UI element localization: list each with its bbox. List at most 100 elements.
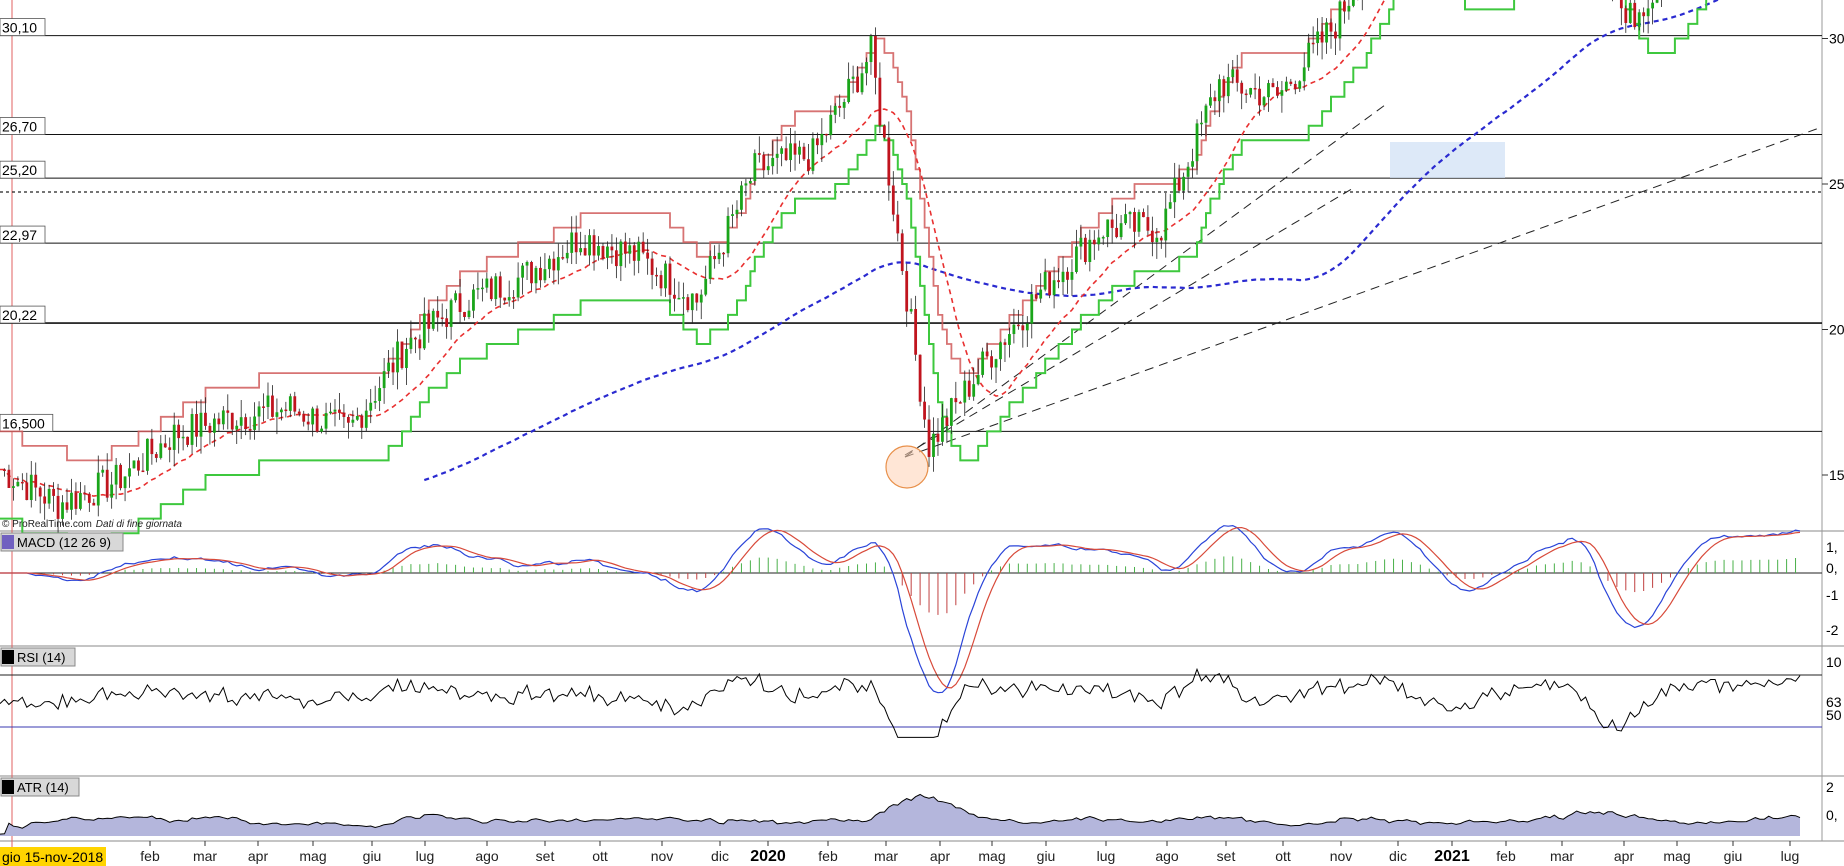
candle-body [641, 241, 645, 253]
candle-body [333, 409, 337, 412]
candle-body [329, 411, 332, 414]
price-candles [3, 0, 1662, 535]
candle-body [874, 35, 877, 78]
candle-body [1012, 324, 1016, 335]
candle-body [1057, 280, 1060, 283]
candle-body [29, 474, 33, 501]
candle-body [1240, 82, 1244, 94]
candle-body [673, 294, 676, 299]
candle-body [722, 252, 725, 255]
candle-body [869, 35, 873, 63]
x-axis-label: mag [978, 848, 1005, 864]
level-label-text: 25,20 [2, 162, 37, 178]
candle-body [454, 293, 457, 301]
candle-body [945, 417, 949, 426]
candle-body [695, 293, 699, 303]
candle-body [1209, 97, 1212, 106]
candle-body [1043, 271, 1047, 290]
candle-body [820, 133, 824, 146]
candle-body [708, 256, 712, 279]
macd-axis-label: 0, [1826, 560, 1838, 576]
candle-body [74, 492, 78, 509]
candle-body [1186, 166, 1190, 177]
candle-body [56, 495, 60, 519]
right-price-axis: 3530252015 [1822, 31, 1844, 483]
candle-body [748, 180, 752, 184]
atr-axis-label: 0, [1826, 807, 1838, 823]
candle-body [900, 233, 904, 272]
x-axis-label: apr [930, 848, 951, 864]
level-labels: 41,2040,1538,9037,4536,0634,5232,6531,45… [0, 18, 54, 432]
candle-body [628, 245, 632, 254]
candle-body [918, 354, 922, 402]
atr-label: ATR (14) [17, 780, 69, 795]
candle-body [664, 263, 667, 289]
candle-body [601, 246, 605, 258]
candle-body [1200, 122, 1203, 125]
candle-body [1624, 8, 1628, 23]
candle-body [204, 412, 207, 426]
macd-label-box[interactable] [0, 532, 124, 552]
candle-body [990, 356, 993, 368]
trendlines [904, 104, 1823, 458]
candle-body [614, 250, 618, 267]
candle-body [96, 472, 100, 506]
level-label-box [0, 18, 46, 36]
candle-body [1334, 31, 1337, 39]
candle-body [561, 257, 565, 259]
atr-label-box[interactable] [0, 777, 80, 797]
candle-body [1052, 280, 1056, 296]
level-label-text: 30,10 [2, 20, 37, 36]
x-axis-label: mag [1663, 848, 1690, 864]
macd-axis-label: 1, [1826, 539, 1838, 555]
candle-body [266, 395, 270, 407]
candle-body [503, 297, 507, 301]
x-axis-label: mar [193, 848, 217, 864]
candle-body [413, 337, 417, 340]
candle-body [784, 148, 788, 161]
candle-body [324, 413, 328, 429]
macd-axis-label: -1 [1826, 587, 1839, 603]
candle-body [1302, 67, 1306, 82]
candle-body [168, 447, 172, 450]
candle-body [449, 300, 453, 327]
candle-body [351, 419, 355, 423]
candle-body [780, 148, 784, 154]
candle-body [1628, 2, 1632, 23]
candle-body [507, 297, 511, 301]
candle-body [856, 76, 859, 93]
candle-body [458, 293, 462, 312]
rsi-label-box[interactable] [0, 647, 76, 667]
candle-body [1025, 323, 1029, 331]
candle-body [936, 433, 940, 442]
candle-body [547, 258, 551, 270]
macd-panel: 1, 0, -1 -2 [0, 524, 1839, 694]
candle-body [726, 215, 730, 254]
candle-body [284, 409, 288, 412]
candle-body [1124, 214, 1127, 224]
candle-body [400, 341, 404, 368]
rsi-label: RSI (14) [17, 650, 65, 665]
candle-body [896, 214, 900, 234]
candle-body [128, 468, 131, 477]
candle-body [735, 209, 739, 215]
candle-body [239, 417, 243, 426]
candle-body [262, 406, 265, 408]
candle-body [632, 245, 636, 261]
rsi-color-swatch [2, 650, 14, 664]
candle-body [802, 146, 806, 160]
moving-average-red [0, 0, 1386, 497]
candle-body [221, 410, 225, 425]
candle-body [445, 318, 449, 327]
x-axis-label: ago [1155, 848, 1179, 864]
candle-body [275, 412, 279, 417]
candle-body [311, 408, 315, 425]
candle-body [1298, 81, 1302, 89]
candle-body [1311, 42, 1315, 45]
candle-body [824, 133, 828, 136]
candle-body [1329, 22, 1333, 32]
rsi-line [0, 667, 1801, 738]
level-label-box [0, 160, 46, 179]
candle-body [38, 487, 42, 497]
